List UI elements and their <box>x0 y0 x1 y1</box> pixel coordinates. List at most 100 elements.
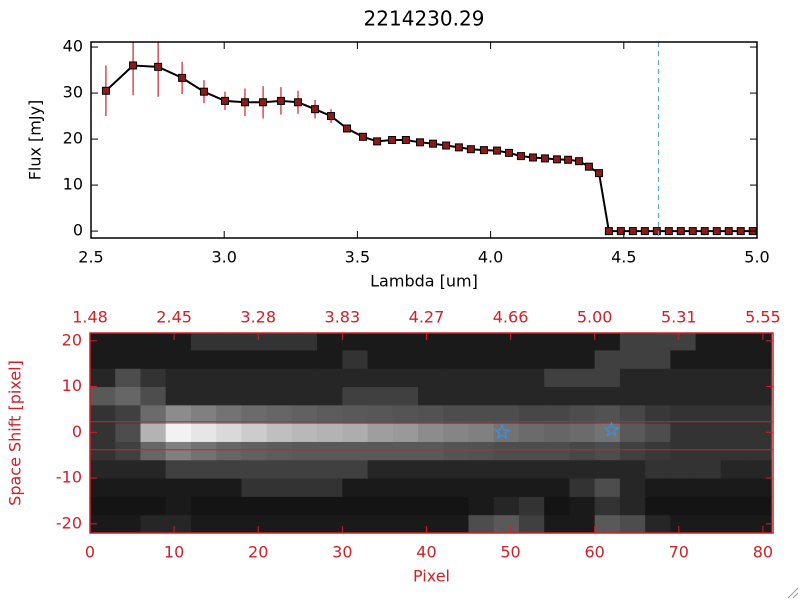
heat-cell <box>392 441 419 461</box>
marker <box>724 227 733 236</box>
marker <box>293 98 302 107</box>
heat-cell <box>720 441 747 461</box>
heat-cell <box>746 404 772 424</box>
x-tick-label: 80 <box>753 543 773 562</box>
heat-cell <box>392 386 419 406</box>
heat-cell <box>216 368 242 388</box>
heat-cell <box>291 368 318 388</box>
heat-cell <box>216 478 242 497</box>
heat-cell <box>418 496 444 516</box>
heat-cell <box>90 333 116 351</box>
heat-cell <box>317 368 343 388</box>
marker <box>101 86 110 95</box>
heat-cell <box>468 349 495 369</box>
heat-cell <box>645 496 671 516</box>
heat-cell <box>645 333 671 351</box>
heat-cell <box>241 496 268 516</box>
heat-cell <box>720 368 747 388</box>
heat-cell <box>670 404 697 424</box>
heat-cell <box>493 478 520 497</box>
heat-cell <box>266 423 293 442</box>
heat-cell <box>367 368 394 388</box>
heat-cell <box>720 514 747 533</box>
marker <box>259 98 268 107</box>
heat-cell <box>90 496 116 516</box>
heat-cell <box>720 423 747 442</box>
heat-cell <box>115 478 141 497</box>
x-tick-label: 70 <box>669 543 689 562</box>
heat-cell <box>468 386 495 406</box>
heat-cell <box>392 349 419 369</box>
heat-cell <box>367 514 394 533</box>
heat-cell <box>746 333 772 351</box>
heat-cell <box>695 459 722 479</box>
heat-cell <box>418 441 444 461</box>
heat-cell <box>165 459 192 479</box>
heat-cell <box>443 441 470 461</box>
heat-cell <box>165 514 192 533</box>
heat-cell <box>594 459 621 479</box>
heat-cell <box>90 478 116 497</box>
heat-cell <box>544 496 570 516</box>
heat-cell <box>190 404 217 424</box>
heat-cell <box>594 404 621 424</box>
heat-cell <box>594 496 621 516</box>
heat-cell <box>115 404 141 424</box>
heat-cell <box>291 333 318 351</box>
heat-cell <box>115 514 141 533</box>
heat-cell <box>90 386 116 406</box>
heat-cell <box>695 333 722 351</box>
y-tick-label: 30 <box>63 83 83 102</box>
marker <box>664 227 673 236</box>
heat-cell <box>569 404 596 424</box>
heat-cell <box>317 478 343 497</box>
heat-cell <box>619 386 646 406</box>
heat-cell <box>468 368 495 388</box>
heat-cell <box>619 496 646 516</box>
marker <box>575 157 584 166</box>
heat-cell <box>165 333 192 351</box>
heat-cell <box>90 459 116 479</box>
x-axis-label: Pixel <box>413 567 450 586</box>
heat-cell <box>367 333 394 351</box>
x2-tick-label: 5.55 <box>745 308 781 327</box>
x-tick-label: 4.0 <box>478 248 503 267</box>
y-tick-label: 10 <box>63 175 83 194</box>
heat-cell <box>266 349 293 369</box>
heat-cell <box>518 423 545 442</box>
chart-title: 2214230.29 <box>364 7 485 31</box>
heat-cell <box>695 514 722 533</box>
heat-cell <box>266 514 293 533</box>
heat-cell <box>544 404 570 424</box>
heat-cell <box>670 441 697 461</box>
heat-cell <box>569 349 596 369</box>
heat-cell <box>594 386 621 406</box>
marker <box>343 124 352 133</box>
heat-cell <box>468 478 495 497</box>
heat-cell <box>468 404 495 424</box>
x2-tick-label: 2.45 <box>156 308 192 327</box>
y-tick-label: -20 <box>56 513 82 532</box>
heat-cell <box>493 514 520 533</box>
heat-cell <box>619 478 646 497</box>
data-line <box>105 64 753 233</box>
marker <box>154 62 163 71</box>
heat-cell <box>645 459 671 479</box>
heat-cell <box>291 514 318 533</box>
heat-cell <box>645 441 671 461</box>
heat-cell <box>418 386 444 406</box>
heat-cell <box>165 478 192 497</box>
heat-cell <box>746 386 772 406</box>
heat-cell <box>241 349 268 369</box>
heat-cell <box>619 404 646 424</box>
heat-cell <box>619 333 646 351</box>
heat-cell <box>140 368 167 388</box>
heat-cell <box>140 349 167 369</box>
y-axis-label: Flux [mJy] <box>26 100 45 181</box>
heat-cell <box>518 514 545 533</box>
heat-cell <box>518 333 545 351</box>
marker <box>178 73 187 82</box>
heat-cell <box>165 386 192 406</box>
heat-cell <box>291 404 318 424</box>
heat-cell <box>468 459 495 479</box>
